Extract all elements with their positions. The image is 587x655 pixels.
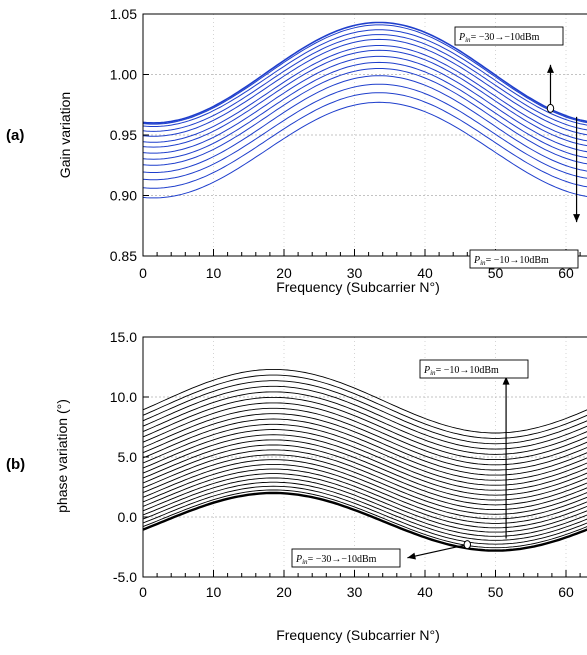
annotation-box [291, 548, 401, 568]
series-line [142, 402, 587, 466]
annotation-label: Pin= −10→10dBm [473, 255, 549, 267]
y-tick-label: 5.0 [118, 449, 138, 465]
series-line [142, 485, 587, 545]
annotation-box [419, 359, 529, 379]
panel-b-annotations: Pin= −10→10dBm Pin= −30→−10dBm [291, 359, 529, 568]
series-line [142, 55, 587, 154]
x-tick-label: 0 [139, 584, 147, 600]
panel-a-ticks: 0.85 0.90 0.95 1.00 1.05 0 10 20 30 40 50 60 [110, 6, 581, 281]
arrow-head-icon [573, 214, 581, 223]
panel-b-ticks: -5.0 0.0 5.0 10.0 15.0 0 10 20 30 40 50 60 [110, 329, 581, 600]
x-tick-label: 40 [417, 584, 433, 600]
x-tick-label: 20 [276, 265, 292, 281]
panel-a-xlabel: Frequency (Subcarrier N°) [276, 279, 440, 295]
annotation-label: Pin= −30→−10dBm [295, 554, 377, 566]
series-line [142, 38, 587, 137]
marker-ellipse-icon [546, 103, 555, 113]
series-line [142, 423, 587, 486]
annotation: Pin= −30→−10dBm [291, 540, 471, 568]
series-line [142, 45, 587, 143]
x-tick-label: 40 [417, 265, 433, 281]
panel-a-grid [143, 14, 587, 256]
x-tick-label: 10 [206, 584, 222, 600]
x-tick-label: 50 [488, 265, 504, 281]
arrow-head-icon [407, 552, 416, 560]
series-line [142, 61, 587, 160]
annotation: Pin= −10→10dBm [419, 359, 529, 539]
x-tick-label: 60 [558, 584, 574, 600]
y-tick-label: 0.0 [118, 509, 138, 525]
marker-ellipse-icon [463, 540, 471, 550]
panel-a-annotations: Pin= −30→−10dBm Pin= −10→10dBm [454, 26, 581, 269]
annotation-arrow [407, 544, 468, 559]
annotation-label: Pin= −10→10dBm [423, 365, 499, 377]
annotation: Pin= −30→−10dBm [454, 26, 564, 113]
panel-b-label: (b) [6, 456, 25, 473]
series-line [142, 75, 587, 173]
series-line [142, 29, 587, 127]
series-line [142, 21, 587, 124]
annotation-box [454, 26, 564, 46]
panel-b-series [142, 368, 587, 552]
y-tick-label: 15.0 [110, 329, 137, 345]
series-line [142, 473, 587, 533]
y-tick-label: 0.95 [110, 127, 137, 143]
series-line [142, 92, 587, 189]
panel-a: (a) Gain variation Frequency (Subcarrier… [6, 6, 587, 295]
series-line [142, 429, 587, 491]
x-tick-label: 0 [139, 265, 147, 281]
series-line [142, 368, 587, 434]
annotation-label: Pin= −30→−10dBm [458, 32, 540, 44]
arrow-head-icon [502, 376, 510, 385]
series-line [142, 489, 587, 549]
series-line [142, 68, 587, 166]
x-tick-label: 30 [347, 584, 363, 600]
panel-b-ylabel: phase variation (°) [54, 399, 70, 513]
x-tick-label: 50 [488, 584, 504, 600]
series-line [142, 380, 587, 445]
series-line [142, 391, 587, 455]
x-tick-label: 60 [558, 265, 574, 281]
series-line [142, 374, 587, 439]
series-line [142, 449, 587, 511]
series-line [142, 454, 587, 515]
x-tick-label: 20 [276, 584, 292, 600]
panel-b: (b) phase variation (°) Frequency (Subca… [6, 329, 587, 643]
series-line [142, 481, 587, 541]
series-line [142, 24, 587, 125]
x-tick-label: 30 [347, 265, 363, 281]
panel-a-series [142, 21, 587, 199]
annotation-box [469, 249, 579, 269]
arrow-head-icon [546, 64, 554, 73]
series-line [142, 439, 587, 501]
series-line [142, 468, 587, 529]
series-line [142, 444, 587, 506]
series-line [142, 49, 587, 148]
series-line [142, 413, 587, 476]
panel-a-label: (a) [6, 127, 24, 144]
annotation: Pin= −10→10dBm [469, 116, 581, 269]
panel-a-ylabel: Gain variation [57, 92, 73, 178]
series-line [142, 83, 587, 181]
y-tick-label: 1.05 [110, 6, 137, 22]
panel-b-xlabel: Frequency (Subcarrier N°) [276, 627, 440, 643]
y-tick-label: -5.0 [113, 569, 137, 585]
series-line [142, 418, 587, 481]
series-line [142, 463, 587, 524]
y-tick-label: 10.0 [110, 389, 137, 405]
series-line [142, 385, 587, 450]
series-line [142, 396, 587, 461]
y-tick-label: 0.90 [110, 188, 137, 204]
series-line [142, 34, 587, 132]
y-tick-label: 1.00 [110, 67, 137, 83]
series-line [142, 434, 587, 496]
x-tick-label: 10 [206, 265, 222, 281]
series-line [142, 477, 587, 537]
series-line [142, 407, 587, 471]
series-line [142, 101, 587, 199]
series-line [142, 491, 587, 552]
y-tick-label: 0.85 [110, 248, 137, 264]
series-line [142, 459, 587, 520]
